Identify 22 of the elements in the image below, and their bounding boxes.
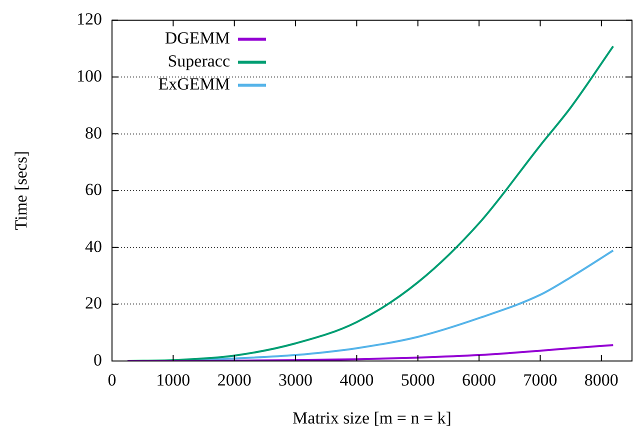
line-series (126, 344, 614, 361)
y-tick-label: 80 (85, 123, 102, 142)
x-tick-label: 7000 (523, 370, 558, 390)
y-tick-label: 120 (76, 10, 102, 29)
y-tick-label: 100 (76, 66, 102, 86)
y-tick-label: 60 (85, 180, 102, 200)
x-tick-label: 4000 (340, 370, 374, 390)
x-axis-title: Matrix size [m = n = k] (292, 408, 452, 428)
legend-label: DGEMM (164, 28, 230, 48)
y-tick-label: 0 (94, 350, 102, 370)
x-tick-label: 5000 (400, 370, 435, 390)
y-tick-label: 40 (85, 236, 102, 256)
legend-label: Superacc (168, 52, 230, 71)
legend-label: ExGEMM (158, 74, 230, 94)
y-tick-label: 20 (85, 294, 102, 313)
x-tick-label: 6000 (462, 370, 496, 390)
x-tick-label: 0 (108, 370, 116, 390)
x-tick-label: 3000 (278, 370, 313, 390)
x-tick-label: 1000 (156, 370, 190, 390)
x-tick-label: 2000 (217, 370, 252, 390)
y-axis-title: Time [secs] (12, 151, 31, 230)
x-tick-label: 8000 (584, 370, 618, 390)
